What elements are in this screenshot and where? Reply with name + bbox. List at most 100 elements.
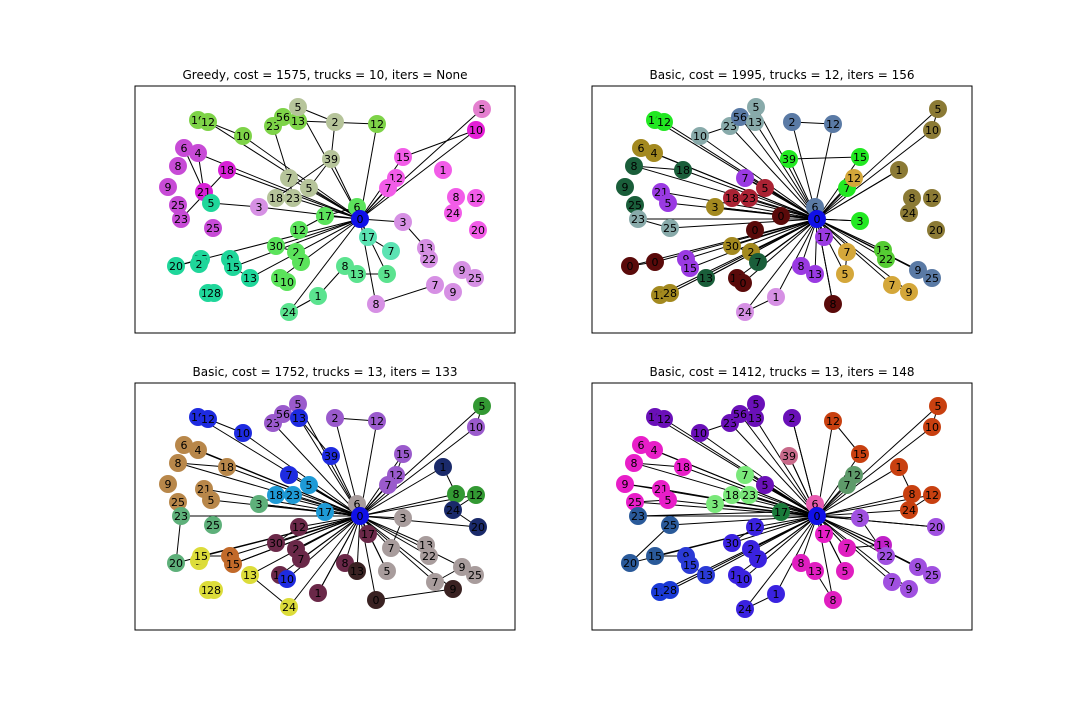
customer-node: 17 xyxy=(316,207,334,225)
customer-node-label: 12 xyxy=(469,192,483,205)
customer-node-label: 23 xyxy=(174,213,188,226)
customer-node-label: 2 xyxy=(748,246,755,259)
customer-node: 12 xyxy=(824,115,842,133)
route-edge xyxy=(375,284,436,305)
customer-node-label: 5 xyxy=(762,182,769,195)
customer-node-circle xyxy=(723,534,741,552)
customer-node-circle xyxy=(378,562,396,580)
customer-node-label: 22 xyxy=(879,550,893,563)
customer-node-circle xyxy=(616,475,634,493)
customer-node-circle xyxy=(824,412,842,430)
customer-node: 10 xyxy=(467,121,485,139)
customer-node-label: 8 xyxy=(631,457,638,470)
customer-node: 1 xyxy=(767,585,785,603)
customer-node-label: 8 xyxy=(798,557,805,570)
customer-node-label: 6 xyxy=(638,439,645,452)
customer-node-label: 8 xyxy=(175,457,182,470)
customer-node-circle xyxy=(159,475,177,493)
customer-node-label: 24 xyxy=(738,306,752,319)
customer-node-label: 3 xyxy=(857,512,864,525)
customer-node-circle xyxy=(309,287,327,305)
customer-node: 56 xyxy=(731,405,749,423)
customer-node-circle xyxy=(836,265,854,283)
customer-node-circle xyxy=(444,501,462,519)
customer-node-circle xyxy=(202,194,220,212)
customer-node: 9 xyxy=(900,580,918,598)
customer-node: 22 xyxy=(877,250,895,268)
customer-node: 17 xyxy=(359,228,377,246)
customer-node-circle xyxy=(289,112,307,130)
customer-node-label: 1 xyxy=(440,164,447,177)
customer-node: 1 xyxy=(434,161,452,179)
customer-node-circle xyxy=(625,157,643,175)
customer-node-label: 39 xyxy=(324,450,338,463)
route-edge xyxy=(203,488,361,517)
customer-node-label: 15 xyxy=(226,558,240,571)
customer-node: 24 xyxy=(900,204,918,222)
customer-node: 12 xyxy=(199,410,217,428)
customer-node: 28 xyxy=(205,581,223,599)
customer-node: 25 xyxy=(923,566,941,584)
route-edge xyxy=(816,129,933,220)
customer-node-label: 7 xyxy=(844,246,851,259)
customer-node-circle xyxy=(250,198,268,216)
customer-node-label: 2 xyxy=(196,258,203,271)
customer-node-circle xyxy=(659,491,677,509)
customer-node-label: 23 xyxy=(286,489,300,502)
customer-node-circle xyxy=(780,447,798,465)
route-edge xyxy=(814,123,834,208)
customer-node-label: 1 xyxy=(315,587,322,600)
customer-node: 8 xyxy=(625,454,643,472)
customer-node-circle xyxy=(202,491,220,509)
customer-node: 7 xyxy=(736,466,754,484)
customer-node-label: 6 xyxy=(638,142,645,155)
customer-node-circle xyxy=(674,458,692,476)
customer-node: 20 xyxy=(167,257,185,275)
route-edge xyxy=(669,218,818,229)
route-edge xyxy=(742,218,818,284)
route-edge xyxy=(654,119,818,220)
customer-node-circle xyxy=(723,237,741,255)
customer-node-label: 15 xyxy=(648,550,662,563)
customer-node-circle xyxy=(645,144,663,162)
customer-node-circle xyxy=(767,288,785,306)
customer-node-label: 3 xyxy=(400,512,407,525)
customer-node-label: 12 xyxy=(826,118,840,131)
customer-node: 3 xyxy=(250,495,268,513)
customer-node-circle xyxy=(469,518,487,536)
customer-node-circle xyxy=(169,454,187,472)
customer-node-label: 7 xyxy=(844,182,851,195)
customer-node: 24 xyxy=(736,600,754,618)
route-edge xyxy=(731,515,818,544)
route-edge xyxy=(816,218,846,275)
customer-node-label: 9 xyxy=(459,264,466,277)
route-edge xyxy=(317,515,361,594)
customer-node-circle xyxy=(824,591,842,609)
route-edge xyxy=(729,422,818,517)
route-edge xyxy=(816,405,939,517)
customer-node: 56 xyxy=(274,108,292,126)
customer-node-label: 25 xyxy=(171,199,185,212)
customer-node: 25 xyxy=(466,566,484,584)
route-edge xyxy=(744,515,818,610)
customer-node: 25 xyxy=(169,196,187,214)
customer-node-label: 10 xyxy=(736,573,750,586)
customer-node: 28 xyxy=(661,284,679,302)
customer-node: 17 xyxy=(316,503,334,521)
customer-node-label: 5 xyxy=(753,398,760,411)
customer-node-label: 8 xyxy=(798,260,805,273)
route-edge xyxy=(249,218,361,279)
customer-node-circle xyxy=(467,189,485,207)
customer-node: 5 xyxy=(929,100,947,118)
route-edge xyxy=(359,108,483,220)
customer-node-label: 23 xyxy=(266,120,280,133)
customer-node-circle xyxy=(267,486,285,504)
customer-node: 9 xyxy=(159,178,177,196)
customer-node-circle xyxy=(466,269,484,287)
route-edge xyxy=(816,426,933,517)
customer-node: 20 xyxy=(469,518,487,536)
customer-node-label: 22 xyxy=(422,550,436,563)
depot-node-circle xyxy=(808,507,826,525)
